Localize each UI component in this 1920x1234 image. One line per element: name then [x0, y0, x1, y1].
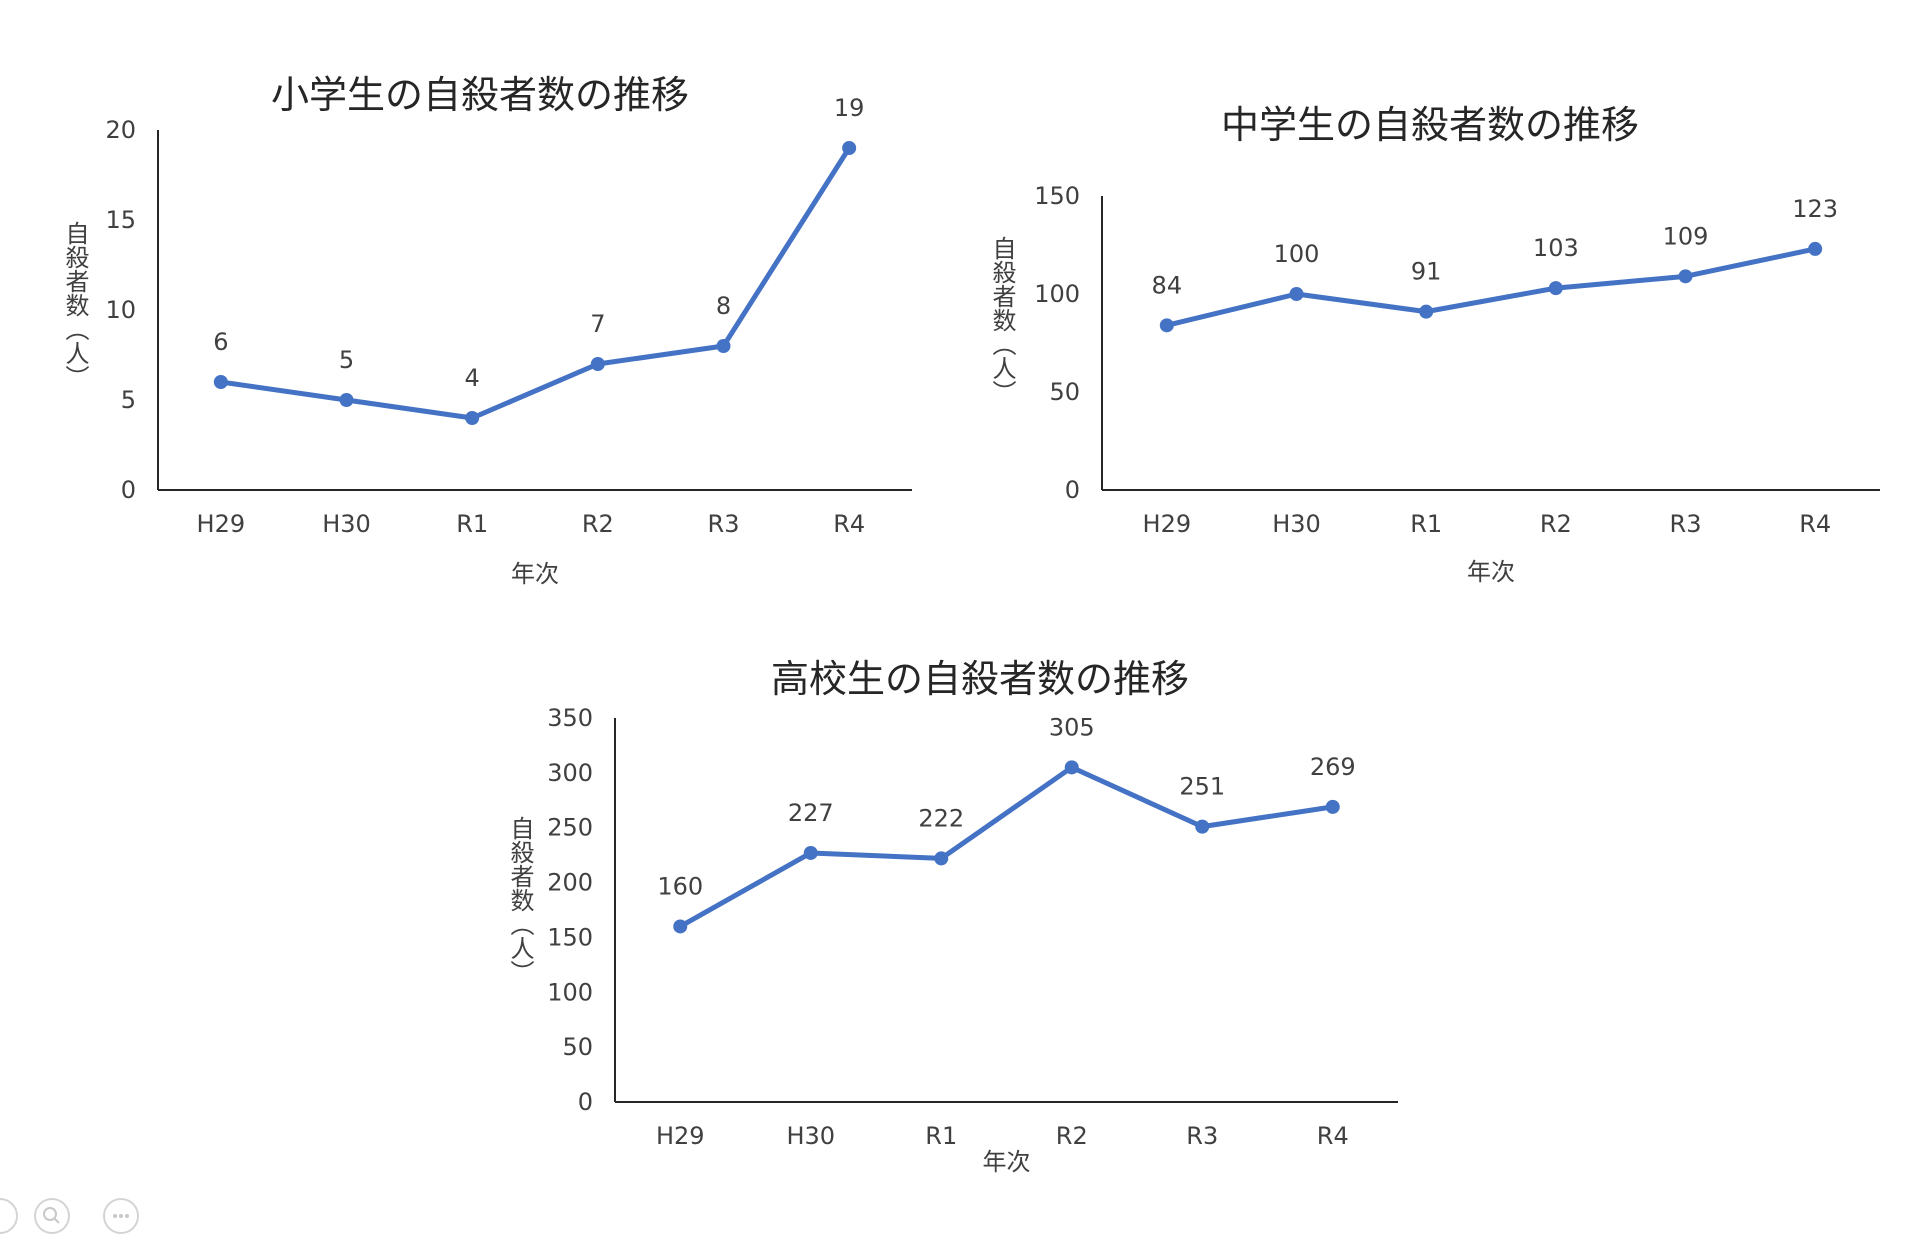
x-tick-label: R4	[1317, 1122, 1349, 1150]
data-point	[934, 851, 949, 866]
data-label: 109	[1663, 222, 1709, 250]
x-tick-label: R3	[708, 510, 740, 538]
data-point	[465, 411, 480, 425]
data-label: 91	[1411, 258, 1442, 286]
slide-nav-icon[interactable]	[0, 1198, 18, 1234]
x-tick-label: R1	[456, 510, 488, 538]
junior-high-suicide-chart: 中学生の自殺者数の推移 0 50 100 150 H29 H30 R1 R2 R3 R4 年次 自殺者数…	[988, 103, 1880, 586]
data-label: 6	[213, 328, 228, 356]
y-tick-label: 50	[562, 1033, 593, 1061]
chart-title: 小学生の自殺者数の推移	[271, 73, 689, 117]
x-tick-label: R4	[1799, 510, 1831, 538]
data-point	[1195, 819, 1210, 834]
more-options-icon[interactable]	[103, 1198, 139, 1234]
x-tick-label: H29	[656, 1122, 705, 1150]
data-point	[590, 357, 605, 371]
data-point	[1159, 318, 1174, 333]
y-tick-label: 100	[1034, 280, 1080, 308]
elementary-suicide-chart: 小学生の自殺者数の推移 0 5 10 15 20 H29 H30 R1 R2 R3 R4 年次 自殺者数（…	[61, 73, 912, 588]
data-label: 103	[1533, 234, 1579, 262]
y-axis-title: 自殺者数（人）	[61, 221, 89, 389]
zoom-icon[interactable]	[34, 1198, 70, 1234]
y-tick-label: 250	[547, 814, 593, 842]
data-label: 84	[1152, 271, 1183, 299]
y-tick-label: 15	[105, 206, 136, 234]
data-label: 19	[834, 94, 865, 122]
y-tick-label: 200	[547, 869, 593, 897]
y-tick-label: 0	[578, 1088, 593, 1116]
data-label: 5	[339, 346, 354, 374]
data-label: 222	[918, 804, 964, 832]
x-tick-label: R3	[1186, 1122, 1218, 1150]
chart-title: 高校生の自殺者数の推移	[771, 657, 1189, 701]
y-tick-label: 150	[547, 923, 593, 951]
data-point	[1548, 281, 1563, 296]
x-tick-label: R2	[1056, 1122, 1088, 1150]
data-point	[1808, 241, 1823, 256]
data-label: 227	[788, 799, 834, 827]
data-point	[673, 919, 688, 934]
y-tick-label: 10	[105, 296, 136, 324]
data-point	[842, 141, 857, 155]
x-tick-label: H29	[197, 510, 246, 538]
data-label: 269	[1310, 753, 1356, 781]
x-axis-title: 年次	[983, 1148, 1031, 1176]
data-point	[1064, 760, 1079, 775]
x-tick-label: H30	[322, 510, 371, 538]
series-line	[677, 764, 1336, 929]
x-tick-label: H30	[1272, 510, 1321, 538]
y-axis-title: 自殺者数（人）	[506, 816, 534, 984]
data-point	[716, 339, 731, 353]
y-tick-label: 20	[105, 116, 136, 144]
y-axis-title: 自殺者数（人）	[988, 236, 1016, 404]
data-label: 251	[1179, 773, 1225, 801]
y-tick-label: 0	[1065, 476, 1080, 504]
data-label: 8	[716, 292, 731, 320]
x-tick-label: R3	[1670, 510, 1702, 538]
y-tick-label: 150	[1034, 182, 1080, 210]
y-tick-label: 350	[547, 704, 593, 732]
series-line	[218, 145, 852, 421]
x-tick-label: R2	[1540, 510, 1572, 538]
x-axis-title: 年次	[1467, 558, 1515, 586]
chart-title: 中学生の自殺者数の推移	[1221, 103, 1639, 147]
data-point	[1678, 269, 1693, 284]
y-tick-label: 100	[547, 978, 593, 1006]
data-point	[213, 375, 228, 389]
series-line	[1164, 246, 1818, 328]
x-tick-label: R1	[1410, 510, 1442, 538]
y-tick-label: 0	[121, 476, 136, 504]
data-label: 160	[657, 872, 703, 900]
data-point	[1419, 304, 1434, 319]
x-tick-label: H29	[1143, 510, 1192, 538]
x-tick-label: H30	[786, 1122, 835, 1150]
data-label: 305	[1049, 713, 1095, 741]
x-axis-title: 年次	[511, 560, 559, 588]
data-point	[1325, 799, 1340, 814]
y-tick-label: 300	[547, 759, 593, 787]
y-tick-label: 50	[1049, 378, 1080, 406]
data-point	[339, 393, 354, 407]
data-label: 100	[1274, 240, 1320, 268]
data-label: 7	[590, 310, 605, 338]
data-point	[1289, 287, 1304, 301]
data-point	[803, 845, 818, 860]
y-tick-label: 5	[121, 386, 136, 414]
high-school-suicide-chart: 高校生の自殺者数の推移 0 50 100 150 200 250 300 350 H29 H30 R1…	[506, 657, 1398, 1176]
data-label: 4	[465, 364, 480, 392]
data-label: 123	[1792, 195, 1838, 223]
x-tick-label: R2	[582, 510, 614, 538]
x-tick-label: R4	[833, 510, 865, 538]
presentation-toolbar	[0, 1198, 200, 1234]
x-tick-label: R1	[925, 1122, 957, 1150]
